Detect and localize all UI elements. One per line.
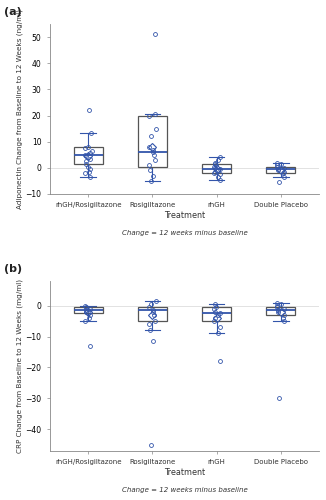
Text: (b): (b) (4, 264, 22, 274)
Bar (266, 307, 295, 315)
Bar (138, 307, 167, 321)
Bar (202, 307, 231, 321)
Bar (74, 147, 103, 164)
Bar (266, 166, 295, 173)
Y-axis label: CRP Change from Baseline to 12 Weeks (mg/ml): CRP Change from Baseline to 12 Weeks (mg… (16, 279, 23, 453)
Text: Change = 12 weeks minus baseline: Change = 12 weeks minus baseline (122, 230, 247, 236)
Bar (138, 116, 167, 166)
Text: Change = 12 weeks minus baseline: Change = 12 weeks minus baseline (122, 487, 247, 493)
Text: (a): (a) (4, 7, 22, 17)
X-axis label: Treatment: Treatment (164, 468, 205, 477)
Y-axis label: Adiponectin Change from Baseline to 12 Weeks (ng/ml): Adiponectin Change from Baseline to 12 W… (16, 9, 23, 209)
Bar (202, 164, 231, 173)
X-axis label: Treatment: Treatment (164, 211, 205, 220)
Bar (74, 307, 103, 314)
